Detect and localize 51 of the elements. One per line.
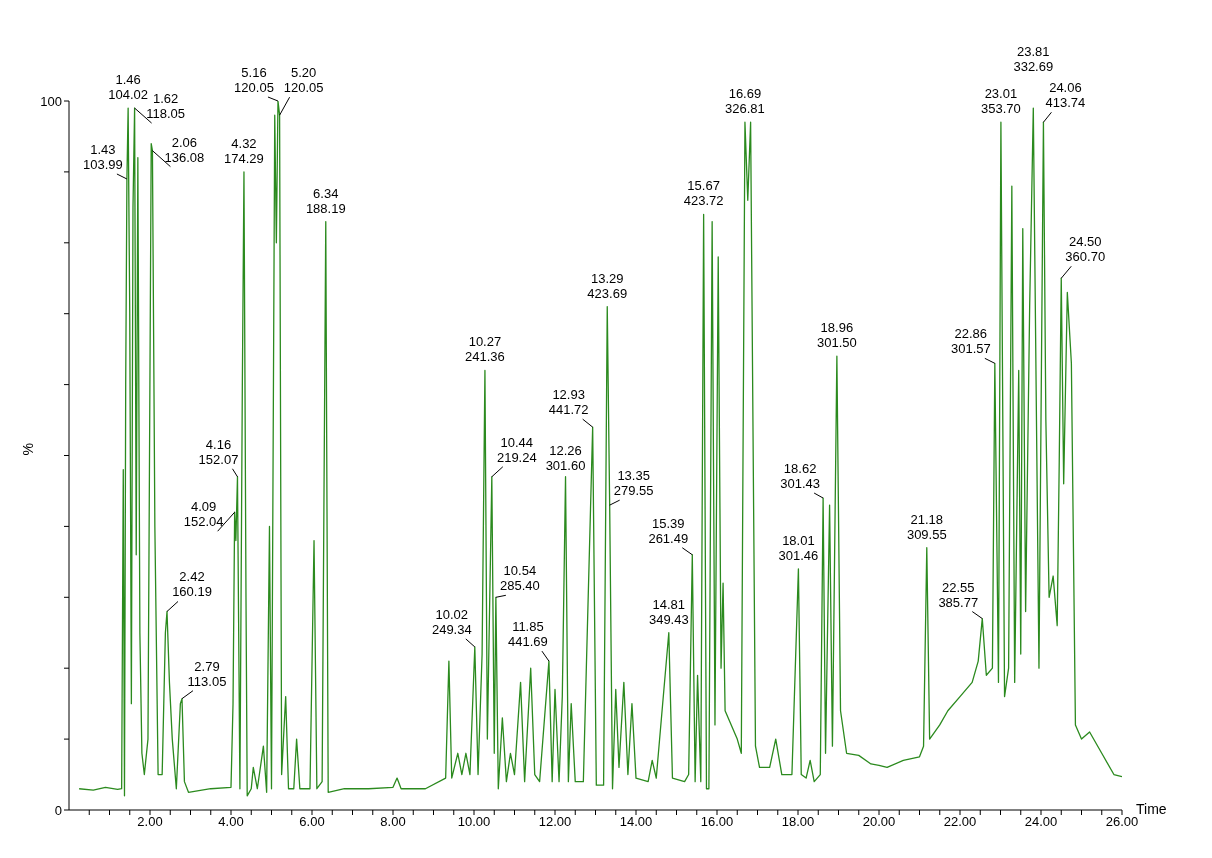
annotation: 18.01 301.46 xyxy=(778,532,819,563)
x-tick-label: 12.00 xyxy=(538,814,572,830)
x-tick-label: 4.00 xyxy=(218,814,244,830)
annotation: 15.67 423.72 xyxy=(683,178,724,209)
x-tick-label: 6.00 xyxy=(299,814,325,830)
annotation: 18.96 301.50 xyxy=(817,320,857,351)
annotation: 5.16 120.05 xyxy=(234,65,274,95)
annotation: 1.43 103.99 xyxy=(83,141,123,172)
annotation: 2.79 113.05 xyxy=(187,658,227,689)
annotation: 24.50 360.70 xyxy=(1065,234,1106,265)
y-tick-label: 0 xyxy=(54,802,62,818)
annotation: 2.42 160.19 xyxy=(172,569,212,600)
annotation: 14.81 349.43 xyxy=(648,596,689,627)
x-tick-label: 22.00 xyxy=(943,814,977,830)
annotation: 4.16 152.07 xyxy=(198,436,239,467)
y-tick-label: 100 xyxy=(40,93,62,109)
annotation: 10.27 241.36 xyxy=(465,334,505,365)
x-tick-label: 10.00 xyxy=(457,814,491,830)
x-tick-label: 24.00 xyxy=(1024,814,1058,830)
annotation: 11.85 441.69 xyxy=(508,619,548,650)
annotation: 6.34 188.19 xyxy=(305,185,346,216)
annotation: 23.01 353.70 xyxy=(981,86,1021,117)
annotation: 22.86 301.57 xyxy=(950,326,991,357)
annotation: 5.20 120.05 xyxy=(283,65,324,96)
annotation: 12.93 441.72 xyxy=(548,387,589,418)
x-tick-label: 8.00 xyxy=(380,814,406,830)
annotation: 10.02 249.34 xyxy=(431,606,472,637)
x-axis-title: Time xyxy=(1136,800,1167,817)
annotation: 4.09 152.04 xyxy=(183,499,224,530)
annotation: 4.32 174.29 xyxy=(224,135,264,166)
annotation: 23.81 332.69 xyxy=(1013,44,1054,75)
annotation: 2.06 136.08 xyxy=(164,134,205,165)
annotation: 18.62 301.43 xyxy=(780,461,820,492)
annotation: 21.18 309.55 xyxy=(906,511,947,542)
x-tick-label: 20.00 xyxy=(862,814,896,830)
annotation: 13.29 423.69 xyxy=(587,270,628,301)
annotation: 10.54 285.40 xyxy=(499,563,540,594)
annotation: 22.55 385.77 xyxy=(938,579,979,610)
x-tick-label: 18.00 xyxy=(781,814,815,830)
annotation: 16.69 326.81 xyxy=(725,86,765,117)
x-tick-label: 16.00 xyxy=(700,814,734,830)
annotation: 15.39 261.49 xyxy=(648,515,689,546)
annotation: 12.26 301.60 xyxy=(545,442,586,473)
x-tick-label: 2.00 xyxy=(137,814,163,830)
x-tick-label: 14.00 xyxy=(619,814,653,830)
annotation: 1.46 104.02 xyxy=(108,72,149,103)
annotation: 13.35 279.55 xyxy=(613,468,654,499)
x-tick-label: 26.00 xyxy=(1105,814,1139,830)
annotation: 24.06 413.74 xyxy=(1045,80,1086,111)
y-axis-title: % xyxy=(19,443,36,456)
annotation: 10.44 219.24 xyxy=(496,434,537,465)
